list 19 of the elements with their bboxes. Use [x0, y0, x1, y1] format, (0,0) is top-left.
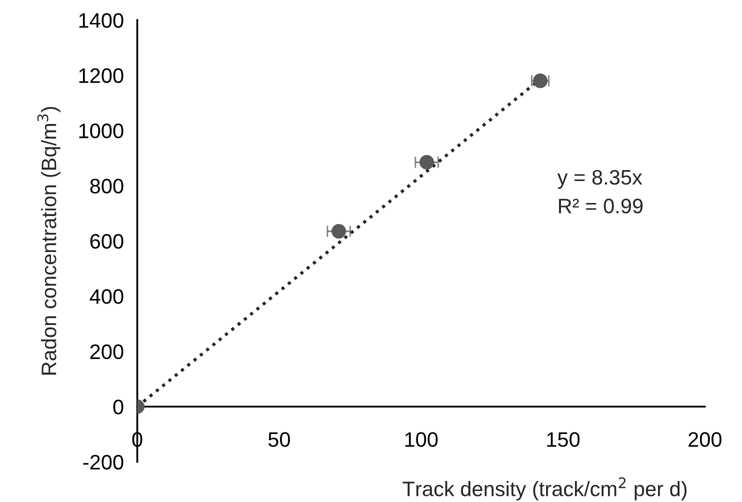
y-tick-label: -200 [83, 454, 124, 470]
y-tick-label: 0 [113, 400, 124, 414]
y-tick-label: 600 [90, 234, 124, 249]
x-axis-title: Track density (track/cm$^{2}$ per d) [402, 477, 687, 500]
y-tick-label: 1000 [79, 124, 124, 138]
annotation: y = 8.35x [557, 170, 642, 189]
y-tick-label: 1200 [79, 68, 124, 84]
x-tick-label: 50 [268, 432, 290, 447]
y-tick-label: 1400 [79, 13, 124, 28]
x-tick-label: 200 [688, 432, 722, 447]
point [419, 154, 434, 170]
y-axis-title: Radon concentration (Bq/m$^{3}$) [37, 106, 60, 375]
y-tick-label: 200 [90, 344, 124, 360]
x-tick-label: 150 [547, 432, 580, 447]
point [331, 224, 346, 239]
x-tick-label: 100 [405, 432, 438, 447]
y-tick-label: 800 [90, 178, 124, 194]
y-tick-label: 400 [90, 289, 124, 304]
annotation: R² = 0.99 [559, 198, 643, 214]
